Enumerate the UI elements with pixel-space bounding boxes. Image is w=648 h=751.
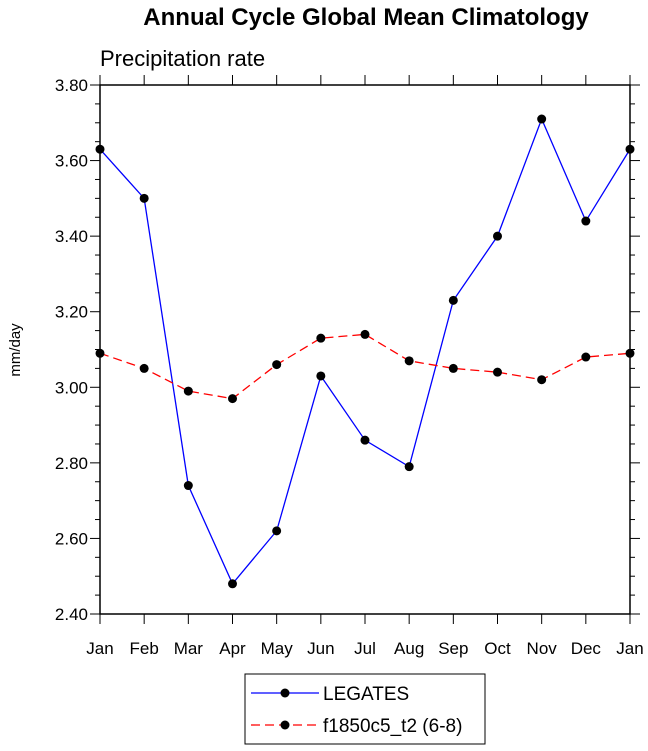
series-layer [95,114,635,589]
y-tick-label: 2.80 [55,454,88,473]
chart-subtitle: Precipitation rate [100,46,265,71]
x-tick-label: Apr [219,639,246,658]
series-line [99,117,631,585]
data-point [228,579,237,589]
x-tick-label: Dec [571,639,602,658]
y-axis-label: mm/day [7,323,24,377]
legend: LEGATES f1850c5_t2 (6-8) [244,673,486,745]
x-tick-label: Jun [307,639,334,658]
data-point [493,231,502,241]
data-point [139,193,149,203]
data-point [448,363,458,373]
legend-marker [280,688,290,698]
data-point [183,386,193,396]
y-tick-label: 3.80 [55,76,88,95]
data-point [537,375,547,385]
data-point [95,348,105,358]
legend-entry-label: f1850c5_t2 (6-8) [323,716,462,737]
data-point [625,144,635,154]
data-point [625,348,635,358]
plot-frame [99,84,631,615]
x-tick-label: Mar [174,639,204,658]
y-tick-label: 2.40 [55,605,88,624]
data-point [537,114,547,124]
legend-entry-label: LEGATES [323,684,409,705]
data-point [581,352,591,362]
data-point [360,435,370,445]
x-tick-label: Aug [394,639,424,658]
legend-marker [280,720,290,730]
x-tick-label: Jan [616,639,643,658]
data-point [272,360,282,370]
y-tick-label: 3.60 [55,152,88,171]
series-1 [95,114,635,589]
x-tick-label: Jul [354,639,376,658]
y-tick-label: 3.20 [55,303,88,322]
y-tick-label: 3.00 [55,378,88,397]
data-point [448,295,458,305]
y-tick-label: 2.60 [55,529,88,548]
data-point [139,363,149,373]
data-point [316,371,326,381]
data-point [404,462,414,472]
data-point [95,144,105,154]
x-tick-label: May [261,639,294,658]
data-point [404,356,414,366]
x-tick-label: Oct [484,639,511,658]
chart-title: Annual Cycle Global Mean Climatology [143,4,589,31]
data-point [228,394,237,404]
axes: 2.40 2.60 2.80 3.00 3.20 3.40 3.60 3.80 Jan Feb Ma… [55,75,644,658]
series-2 [95,329,635,404]
x-tick-label: Jan [86,639,113,658]
data-point [493,367,502,377]
x-tick-label: Nov [527,639,558,658]
data-point [581,216,591,226]
data-point [316,333,326,343]
legend-box [244,673,486,745]
x-tick-label: Sep [438,639,468,658]
data-point [272,526,282,536]
series-line [99,333,631,400]
x-tick-label: Feb [130,639,159,658]
data-point [360,329,370,339]
y-tick-label: 3.40 [55,227,88,246]
data-point [183,481,193,491]
